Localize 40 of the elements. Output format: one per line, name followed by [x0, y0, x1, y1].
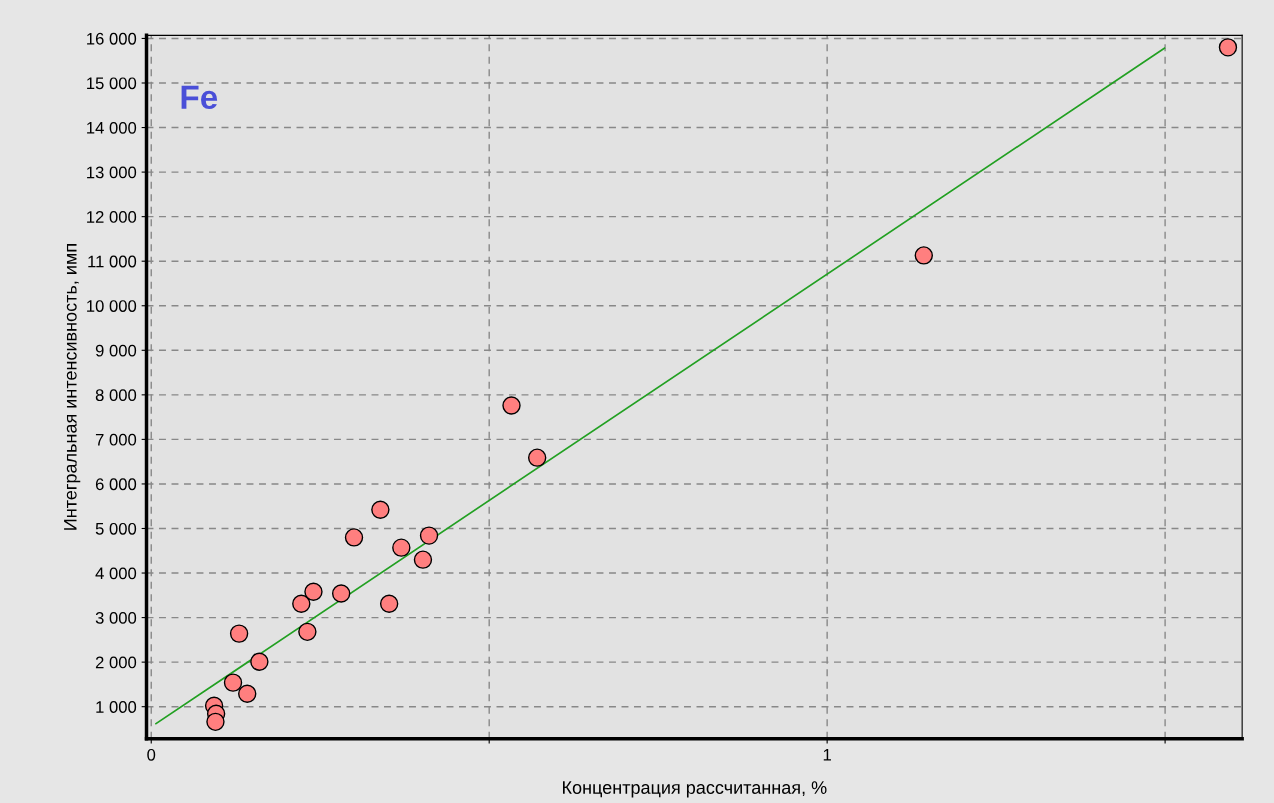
point	[331, 584, 351, 603]
x-axis-title: Концентрация рассчитанная, %	[563, 781, 827, 798]
point	[502, 396, 521, 415]
y-tick-label: 9 000	[95, 344, 137, 357]
point	[413, 550, 433, 569]
point	[229, 624, 249, 643]
y-tick-label: 14 000	[87, 121, 137, 134]
y-tick-label: 13 000	[87, 166, 137, 179]
y-tick-label: 6 000	[95, 478, 137, 491]
y-tick-label: 5 000	[95, 522, 137, 535]
point	[206, 712, 225, 732]
point	[344, 528, 364, 547]
y-tick-label: 12 000	[87, 211, 137, 223]
point	[1218, 38, 1238, 57]
point	[527, 448, 547, 467]
point	[304, 582, 323, 601]
point	[379, 594, 399, 613]
point	[250, 652, 269, 671]
y-tick-label: 10 000	[87, 300, 137, 312]
y-tick-label: 8 000	[95, 389, 137, 402]
y-axis-title: Интегральная интенсивность, имп	[64, 244, 81, 530]
y-tick-label: 15 000	[87, 77, 137, 90]
y-tick-label: 16 000	[87, 32, 137, 45]
point	[292, 594, 311, 613]
annotation: Fe	[181, 85, 218, 110]
y-tick-label: 2 000	[95, 656, 137, 669]
x-tick-label: 1	[823, 749, 831, 761]
point	[419, 526, 439, 545]
y-tick-label: 1 000	[96, 701, 137, 713]
point	[298, 622, 317, 642]
point	[914, 246, 933, 265]
y-tick-label: 4 000	[95, 567, 137, 580]
y-tick-label: 7 000	[95, 433, 137, 446]
point	[238, 684, 257, 703]
point	[371, 500, 390, 519]
y-tick-label: 11 000	[88, 255, 137, 268]
point	[392, 538, 411, 557]
x-tick-label: 0	[147, 748, 156, 761]
y-tick-label: 3 000	[95, 611, 137, 624]
point	[223, 673, 243, 692]
